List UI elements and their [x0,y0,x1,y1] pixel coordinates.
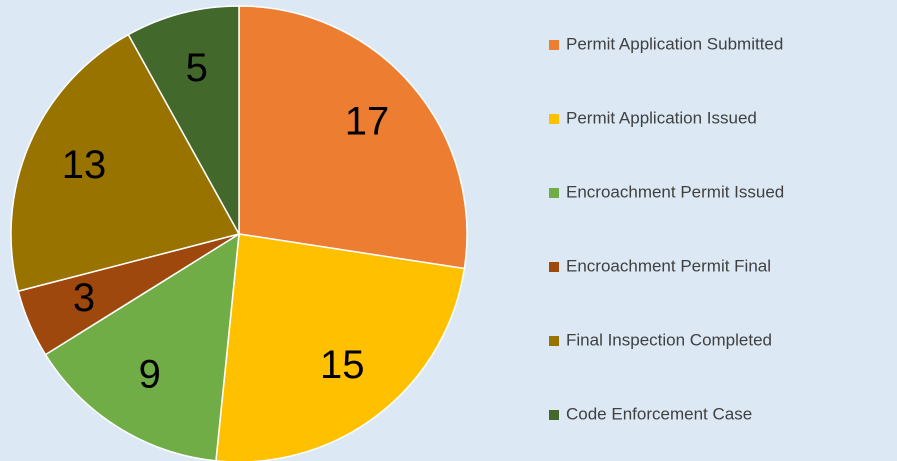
pie-slice [215,233,466,461]
legend-swatch [549,262,559,272]
legend-swatch [549,114,559,124]
data-label: 9 [139,353,161,397]
legend-label: Permit Application Submitted [566,34,783,53]
pie-slice [127,5,240,237]
legend-swatch [549,40,559,50]
legend-label: Code Enforcement Case [566,404,752,423]
pie-slice [238,5,468,270]
legend-swatch [549,410,559,420]
data-label: 3 [73,276,95,320]
data-label: 15 [320,343,365,387]
legend-label: Permit Application Issued [566,108,757,127]
pie-slice [10,33,241,293]
data-label: 17 [345,100,390,144]
legend-label: Encroachment Permit Issued [566,182,784,201]
data-label: 13 [62,143,107,187]
data-label: 5 [186,46,208,90]
legend-swatch [549,188,559,198]
legend-label: Encroachment Permit Final [566,256,771,275]
legend-label: Final Inspection Completed [566,330,772,349]
legend-swatch [549,336,559,346]
pie-slice [44,232,240,461]
